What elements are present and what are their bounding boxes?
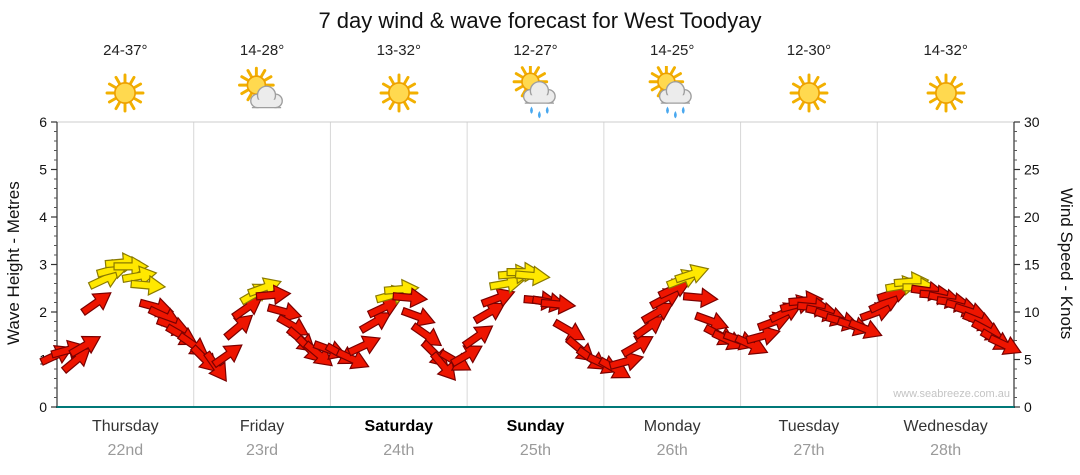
wave-tick-label: 0 [39, 399, 47, 415]
wave-tick-label: 3 [39, 257, 47, 273]
day-name: Thursday [91, 418, 159, 435]
sun-cloud-icon [235, 66, 289, 125]
day-date: 28th [930, 442, 962, 459]
day-date: 25th [519, 442, 552, 459]
wind-arrow [540, 293, 577, 315]
wind-arrow [223, 314, 254, 341]
day-name: Tuesday [778, 418, 840, 435]
wind-tick-label: 5 [1024, 352, 1032, 368]
wind-arrow [392, 287, 429, 309]
sun-icon [782, 66, 836, 125]
wave-tick-label: 5 [39, 162, 47, 178]
day-temp: 24-37° [103, 42, 148, 59]
day-name: Friday [239, 418, 285, 435]
wind-arrow [848, 318, 883, 340]
wind-arrow [266, 301, 303, 323]
wave-tick-label: 6 [39, 114, 47, 130]
wind-arrow [682, 287, 719, 309]
day-temp: 12-27° [513, 42, 558, 59]
sun-rain-icon [509, 63, 563, 125]
wind-arrow [461, 325, 494, 350]
wave-tick-label: 4 [39, 209, 47, 225]
day-name: Sunday [506, 418, 565, 435]
page-title: 7 day wind & wave forecast for West Tood… [318, 8, 762, 33]
wind-arrow [130, 274, 167, 296]
wind-arrow [552, 318, 586, 341]
wind-tick-label: 10 [1024, 304, 1040, 320]
day-temp: 12-30° [786, 42, 832, 59]
wind-tick-label: 0 [1024, 399, 1032, 415]
day-date: 26th [656, 442, 688, 459]
wind-arrow [335, 348, 370, 370]
day-date: 23rd [246, 442, 279, 459]
day-date: 24th [383, 442, 415, 459]
wind-arrow [449, 345, 483, 368]
sun-icon [372, 66, 426, 125]
wind-arrow [480, 287, 516, 308]
wind-arrow [620, 335, 654, 358]
wind-arrow [429, 350, 457, 382]
wind-arrow [987, 334, 1022, 355]
day-temp: 13-32° [376, 42, 421, 59]
wind-tick-label: 20 [1024, 209, 1040, 225]
wind-arrow [694, 311, 730, 332]
wind-arrow [514, 265, 551, 287]
wind-axis-ticks: 0 5 10 15 20 25 30 [1014, 114, 1040, 415]
wind-arrow [410, 322, 443, 347]
day-temp: 14-25° [650, 42, 695, 59]
wind-arrow [68, 335, 102, 358]
wind-arrow [346, 335, 382, 357]
day-temp: 14-32° [923, 42, 968, 59]
wind-arrow [211, 344, 243, 369]
wind-arrow [255, 284, 292, 306]
wind-tick-label: 30 [1024, 114, 1040, 130]
wind-axis-label: Wind Speed - Knots [1057, 187, 1076, 340]
sun-icon [98, 66, 152, 125]
wind-tick-label: 25 [1024, 162, 1040, 178]
day-name: Saturday [364, 418, 434, 435]
wave-tick-label: 2 [39, 304, 47, 320]
wind-arrow [80, 292, 112, 316]
sun-rain-icon [645, 63, 699, 125]
day-name: Monday [643, 418, 701, 435]
day-temp: 14-28° [239, 42, 285, 59]
wave-axis-ticks: 0123456 [39, 114, 57, 415]
wind-arrow [366, 297, 402, 319]
wind-arrow [608, 351, 645, 372]
wind-arrow [302, 340, 333, 367]
wind-arrow [745, 325, 781, 346]
wind-tick-label: 15 [1024, 257, 1040, 273]
day-name: Wednesday [903, 418, 988, 435]
wind-arrow [488, 273, 525, 294]
wind-arrows-layer [39, 252, 1022, 382]
wind-arrow [358, 312, 392, 334]
sun-icon [919, 66, 973, 125]
wind-arrow [472, 302, 506, 325]
watermark: www.seabreeze.com.au [893, 388, 1010, 400]
day-date: 27th [793, 442, 825, 459]
wind-arrow [674, 263, 710, 284]
gridlines [57, 121, 1014, 407]
wind-arrow [400, 306, 436, 327]
day-date: 22nd [107, 442, 144, 459]
